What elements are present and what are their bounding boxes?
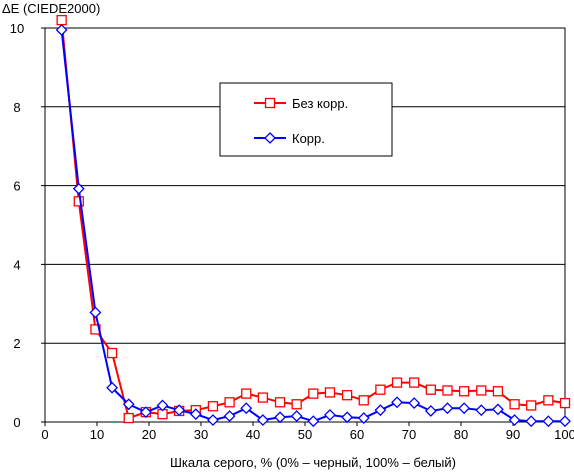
series-2 — [55, 24, 571, 428]
x-tick-label: 20 — [142, 427, 156, 442]
y-tick-label: 8 — [13, 100, 20, 115]
data-point — [256, 414, 269, 426]
data-point — [324, 387, 336, 398]
data-point — [139, 406, 152, 419]
legend-swatch-marker — [264, 132, 276, 144]
data-point — [241, 388, 252, 399]
x-axis-title: Шкала серого, % (0% – черный, 100% – бел… — [170, 455, 456, 470]
data-point — [106, 381, 118, 394]
x-tick-label: 90 — [506, 427, 520, 442]
legend-box — [219, 82, 393, 157]
data-point — [123, 412, 134, 424]
x-tick-label: 80 — [454, 427, 468, 442]
data-point — [442, 385, 453, 396]
data-point — [543, 395, 554, 406]
legend-item: Корр. — [254, 131, 325, 146]
data-point — [525, 415, 538, 428]
data-point — [358, 395, 369, 406]
data-point — [341, 411, 354, 424]
data-point — [391, 377, 403, 388]
gridlines — [45, 27, 565, 344]
x-tick-label: 40 — [246, 427, 260, 442]
y-tick-label: 0 — [13, 415, 20, 430]
data-point — [324, 408, 336, 421]
data-point — [559, 415, 571, 428]
legend: Без корр. Корр. — [219, 82, 393, 157]
data-point — [55, 24, 68, 36]
data-point — [375, 384, 386, 395]
data-point — [441, 402, 454, 415]
data-point — [106, 347, 118, 359]
data-point — [240, 402, 253, 415]
x-tick-label: 100 — [554, 427, 574, 442]
data-point — [308, 388, 319, 399]
data-point — [425, 384, 436, 395]
data-point — [290, 410, 303, 423]
x-tick-label: 50 — [298, 427, 312, 442]
y-tick-label: 2 — [13, 336, 20, 351]
y-axis-title: ΔE (CIEDE2000) — [2, 1, 100, 16]
data-point — [274, 411, 286, 424]
legend-item: Без корр. — [254, 96, 348, 111]
data-point — [458, 402, 471, 415]
data-point — [207, 401, 219, 412]
data-point — [458, 386, 470, 397]
legend-label: Без корр. — [292, 96, 348, 111]
data-point — [374, 404, 387, 417]
data-point — [189, 408, 202, 421]
y-tick-label: 10 — [10, 21, 24, 36]
data-point — [508, 414, 521, 426]
data-point — [207, 414, 219, 426]
data-point — [257, 392, 269, 403]
data-point — [173, 404, 186, 417]
y-axis-ticks: 0 2 4 6 8 10 — [10, 21, 45, 430]
data-point — [409, 377, 420, 388]
y-tick-label: 4 — [13, 257, 20, 272]
data-point — [476, 385, 487, 396]
data-point — [357, 412, 370, 424]
data-point — [509, 399, 520, 410]
data-point — [542, 415, 555, 428]
data-point — [156, 399, 169, 412]
data-point — [291, 399, 302, 410]
legend-swatch-marker — [264, 97, 276, 109]
data-point — [89, 306, 102, 319]
x-tick-label: 30 — [194, 427, 208, 442]
data-point — [492, 403, 504, 416]
data-point — [122, 398, 135, 411]
x-tick-label: 10 — [90, 427, 104, 442]
data-point — [73, 196, 84, 207]
data-point — [424, 405, 437, 417]
data-point — [475, 404, 488, 417]
x-axis-ticks: 0 10 20 30 40 50 60 70 80 90 100 — [41, 422, 574, 442]
series-line — [60, 20, 566, 420]
series-layer — [55, 14, 571, 428]
data-point — [408, 397, 421, 410]
data-point — [223, 410, 236, 423]
data-point — [526, 400, 537, 411]
data-point — [307, 415, 320, 428]
x-tick-label: 70 — [402, 427, 416, 442]
x-tick-label: 0 — [41, 427, 48, 442]
data-point — [341, 390, 353, 401]
data-point — [391, 396, 403, 409]
data-point — [72, 182, 85, 195]
data-point — [559, 397, 571, 409]
data-point — [224, 397, 235, 408]
legend-label: Корр. — [292, 131, 325, 146]
x-tick-label: 60 — [350, 427, 364, 442]
y-tick-label: 6 — [13, 179, 20, 194]
series-1 — [56, 14, 571, 424]
data-point — [274, 397, 286, 408]
data-point — [492, 386, 504, 397]
data-point — [56, 14, 67, 26]
